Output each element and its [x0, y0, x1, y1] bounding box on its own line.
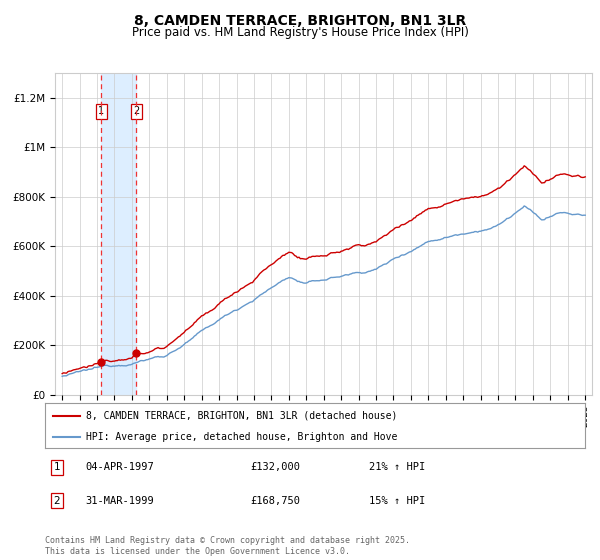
Text: 8, CAMDEN TERRACE, BRIGHTON, BN1 3LR (detached house): 8, CAMDEN TERRACE, BRIGHTON, BN1 3LR (de…: [86, 410, 397, 421]
Text: 21% ↑ HPI: 21% ↑ HPI: [369, 462, 425, 472]
Text: £168,750: £168,750: [250, 496, 300, 506]
Text: 2: 2: [53, 496, 60, 506]
Text: 15% ↑ HPI: 15% ↑ HPI: [369, 496, 425, 506]
Text: 2: 2: [133, 106, 139, 116]
Text: 1: 1: [98, 106, 104, 116]
Text: HPI: Average price, detached house, Brighton and Hove: HPI: Average price, detached house, Brig…: [86, 432, 397, 442]
Text: 04-APR-1997: 04-APR-1997: [86, 462, 154, 472]
Text: 31-MAR-1999: 31-MAR-1999: [86, 496, 154, 506]
Text: Contains HM Land Registry data © Crown copyright and database right 2025.
This d: Contains HM Land Registry data © Crown c…: [45, 536, 410, 556]
Text: Price paid vs. HM Land Registry's House Price Index (HPI): Price paid vs. HM Land Registry's House …: [131, 26, 469, 39]
Text: 1: 1: [53, 462, 60, 472]
Text: 8, CAMDEN TERRACE, BRIGHTON, BN1 3LR: 8, CAMDEN TERRACE, BRIGHTON, BN1 3LR: [134, 14, 466, 28]
Bar: [101, 73, 136, 395]
Text: £132,000: £132,000: [250, 462, 300, 472]
